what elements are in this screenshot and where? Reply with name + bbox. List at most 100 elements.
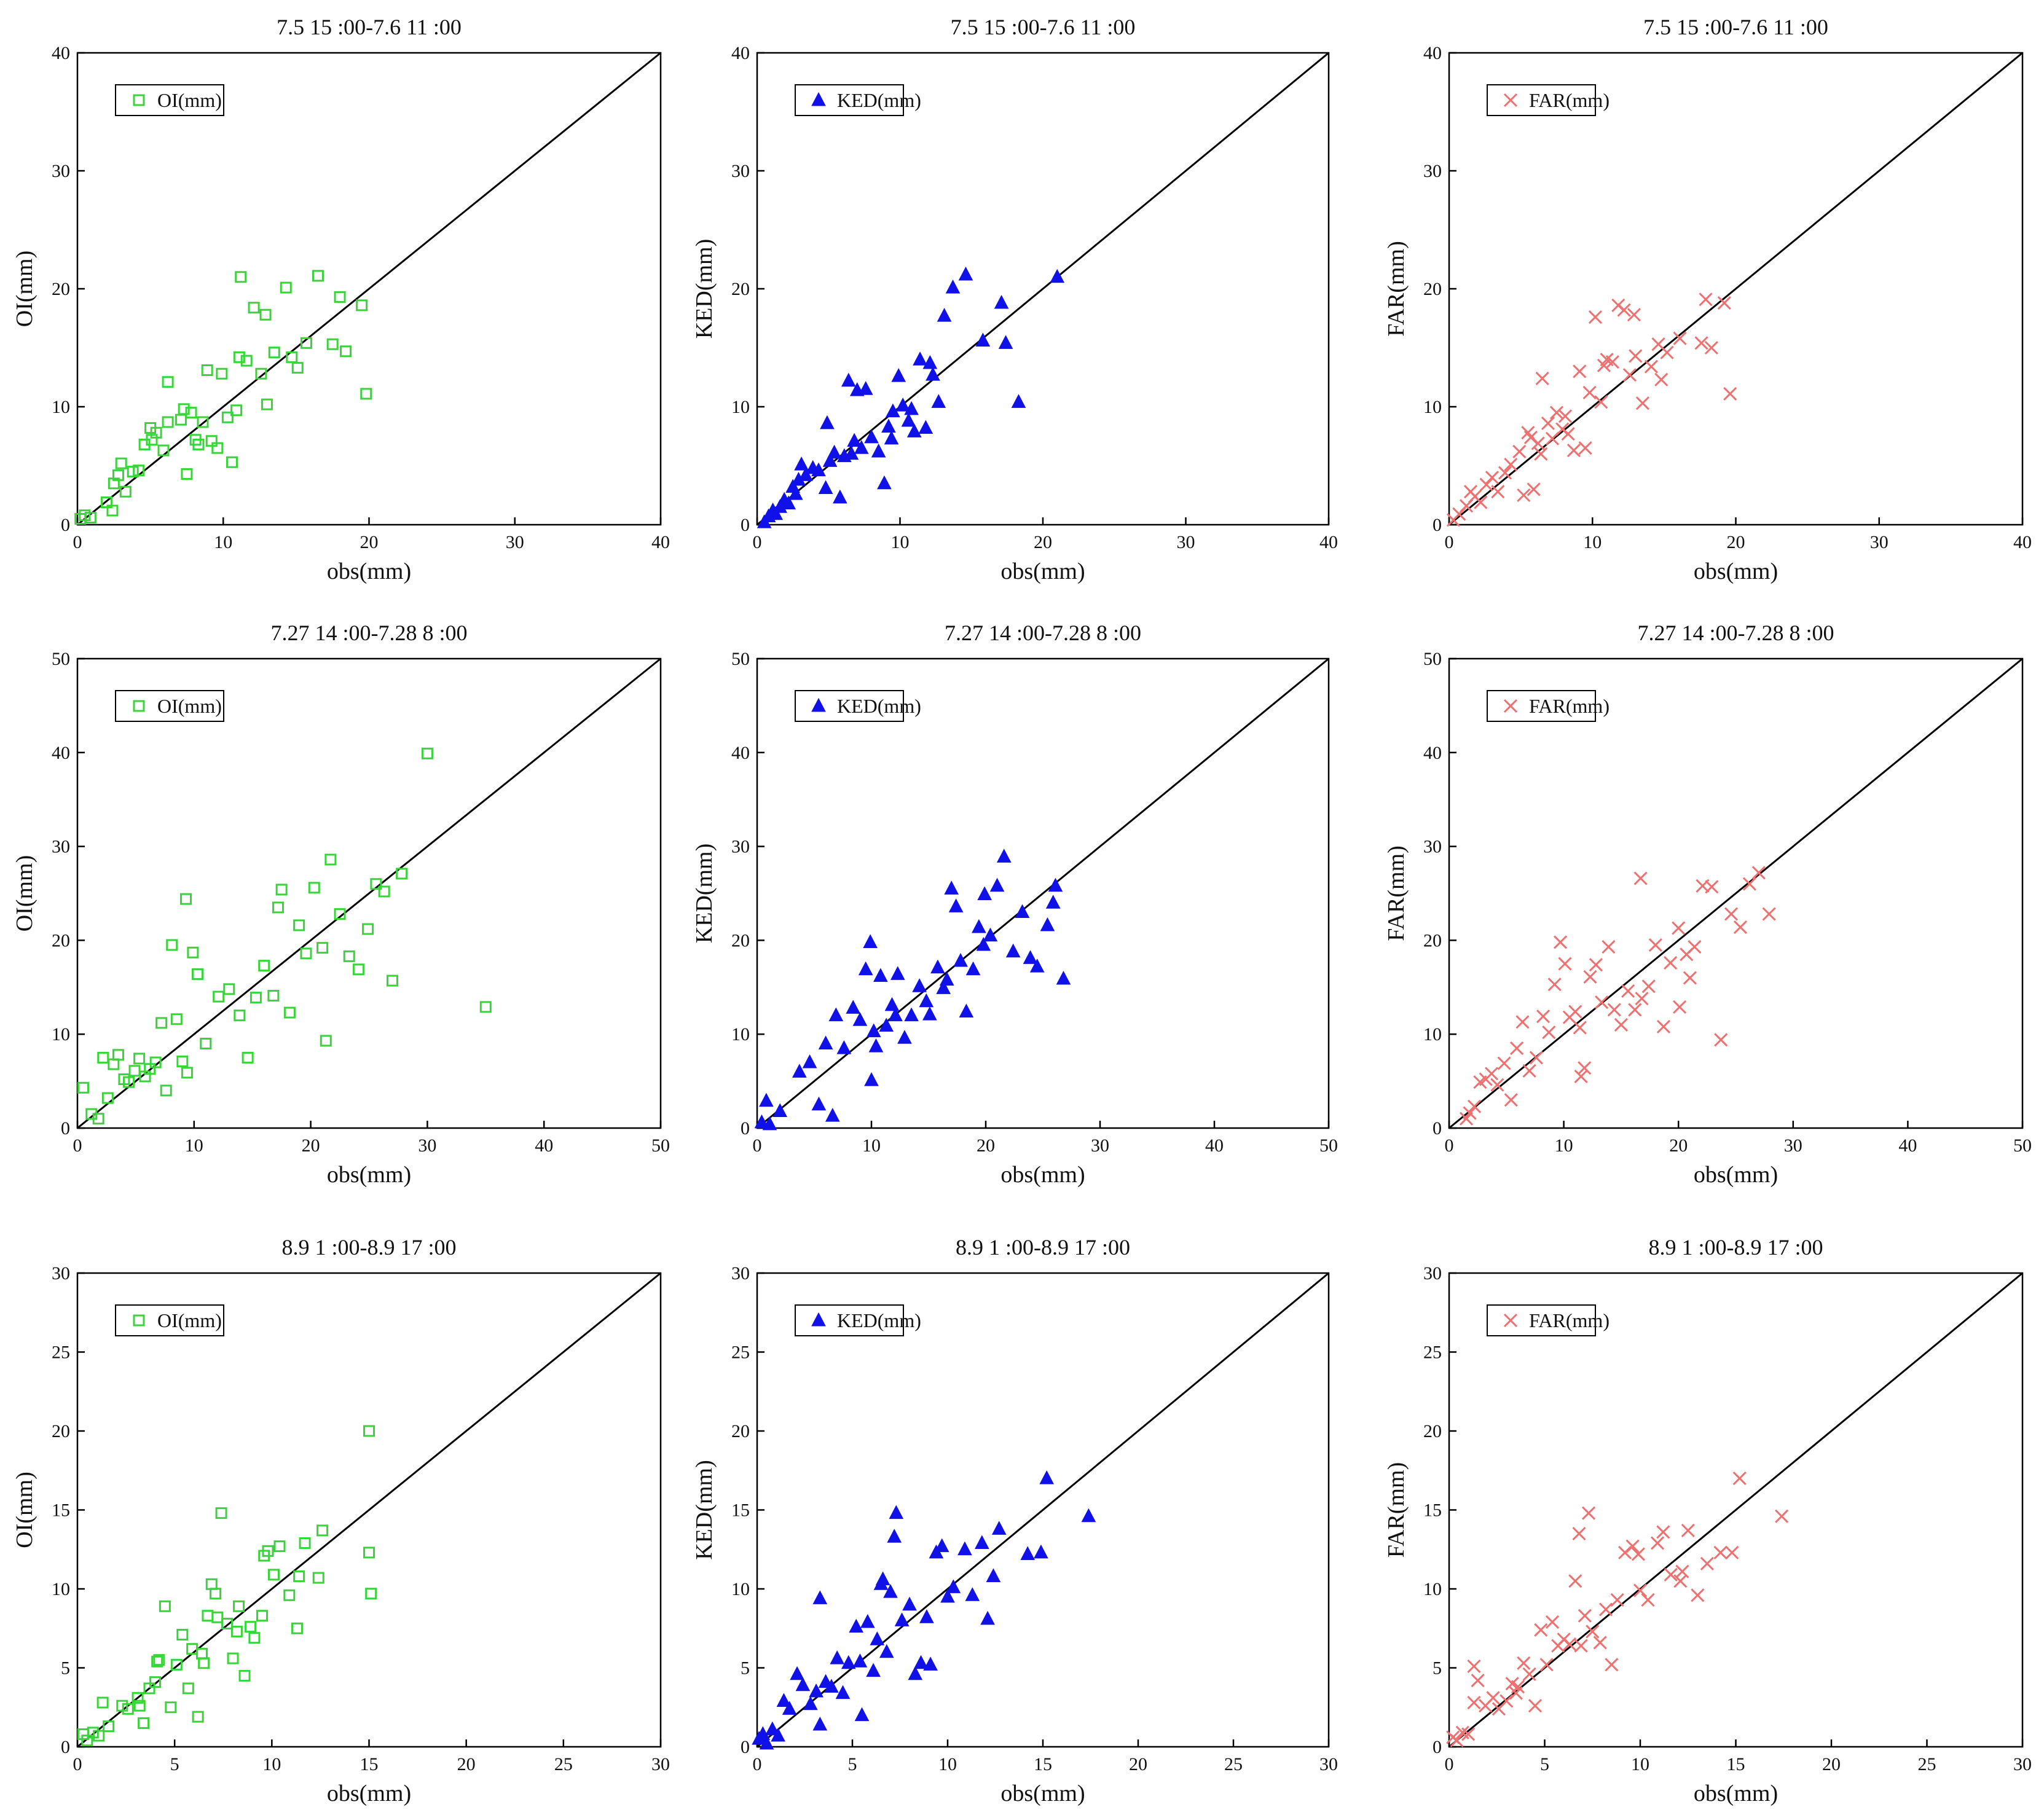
- y-tick-label: 5: [61, 1658, 70, 1679]
- x-tick-label: 0: [1445, 1135, 1454, 1156]
- y-tick-label: 5: [741, 1658, 750, 1679]
- y-tick-label: 30: [52, 161, 70, 181]
- data-point: [1463, 1106, 1477, 1120]
- chart-title: 7.5 15 :00-7.6 11 :00: [1643, 15, 1828, 39]
- data-series: [77, 1425, 377, 1747]
- data-point: [939, 971, 954, 986]
- y-axis-label: KED(mm): [691, 239, 717, 339]
- x-axis-label: obs(mm): [1694, 1162, 1778, 1188]
- data-point: [191, 968, 203, 980]
- x-tick-label: 30: [1177, 532, 1195, 552]
- data-point: [1573, 364, 1587, 378]
- data-point: [396, 868, 408, 880]
- data-point: [1509, 1686, 1523, 1700]
- y-tick-label: 0: [741, 515, 750, 535]
- data-point: [812, 1590, 828, 1604]
- x-tick-label: 40: [535, 1135, 553, 1156]
- data-point: [762, 1116, 777, 1131]
- data-point: [234, 1009, 246, 1022]
- data-point: [1629, 349, 1643, 363]
- data-point: [1081, 1508, 1096, 1523]
- data-point: [211, 442, 224, 454]
- data-point: [175, 414, 187, 426]
- data-point: [852, 1653, 868, 1668]
- data-point: [1486, 1691, 1500, 1705]
- data-point: [1762, 907, 1776, 921]
- data-point: [267, 1569, 280, 1581]
- data-point: [1705, 880, 1719, 894]
- data-point: [97, 1051, 109, 1064]
- chart-title: 7.27 14 :00-7.28 8 :00: [1638, 621, 1834, 645]
- data-point: [1484, 1067, 1499, 1081]
- y-tick-label: 0: [741, 1118, 750, 1139]
- data-point: [308, 882, 320, 894]
- data-point: [300, 947, 312, 960]
- data-point: [1461, 1727, 1476, 1741]
- data-point: [165, 1701, 177, 1714]
- y-tick-label: 15: [731, 1500, 750, 1521]
- data-point: [1490, 1078, 1504, 1092]
- data-point: [877, 475, 892, 490]
- data-point: [1467, 1659, 1481, 1673]
- legend-box: [795, 1304, 904, 1336]
- data-point: [754, 1114, 769, 1129]
- x-tick-label: 20: [1034, 532, 1052, 552]
- y-tick-label: 0: [61, 1118, 70, 1139]
- legend: OI(mm): [115, 1304, 224, 1336]
- y-axis-label: OI(mm): [12, 855, 37, 932]
- data-point: [312, 1572, 324, 1584]
- data-point: [1048, 877, 1063, 892]
- y-tick-label: 40: [731, 43, 750, 63]
- data-point: [1504, 1093, 1518, 1107]
- data-point: [291, 1622, 303, 1634]
- data-point: [772, 1103, 788, 1117]
- data-point: [835, 1685, 851, 1699]
- data-point: [106, 504, 119, 517]
- x-tick-label: 25: [1224, 1754, 1243, 1774]
- x-tick-label: 0: [73, 532, 82, 552]
- data-point: [1549, 406, 1564, 420]
- y-tick-label: 5: [1433, 1658, 1442, 1679]
- x-tick-label: 20: [1129, 1754, 1147, 1774]
- data-point: [820, 415, 835, 429]
- data-point: [1517, 1656, 1531, 1670]
- data-point: [827, 444, 842, 459]
- data-point: [824, 1679, 839, 1693]
- data-point: [897, 1030, 912, 1044]
- data-point: [293, 919, 305, 931]
- data-point: [913, 351, 927, 366]
- data-point: [1517, 488, 1531, 503]
- x-tick-label: 15: [1034, 1754, 1052, 1774]
- x-tick-label: 40: [1898, 1135, 1917, 1156]
- data-point: [162, 416, 174, 428]
- data-point: [1522, 1064, 1536, 1078]
- x-tick-label: 25: [1918, 1754, 1936, 1774]
- data-point: [1583, 970, 1597, 984]
- data-point: [1664, 956, 1678, 970]
- data-point: [1598, 1602, 1613, 1617]
- data-point: [864, 429, 879, 444]
- y-tick-label: 10: [1423, 1579, 1442, 1599]
- data-point: [858, 961, 873, 976]
- data-point: [1699, 292, 1713, 307]
- data-point: [1713, 1545, 1728, 1559]
- y-tick-label: 0: [1433, 1118, 1442, 1139]
- y-tick-label: 25: [52, 1343, 70, 1363]
- chart-title: 8.9 1 :00-8.9 17 :00: [1649, 1235, 1823, 1260]
- y-tick-label: 10: [731, 397, 750, 417]
- data-point: [1775, 1509, 1789, 1523]
- chart-panel-9: 8.9 1 :00-8.9 17 :00 00 5 5 10 10 15 15 20 20 25 25…: [1383, 1235, 2032, 1806]
- data-point: [1586, 1625, 1600, 1639]
- data-point: [267, 990, 280, 1002]
- data-point: [944, 880, 959, 895]
- data-series: [754, 849, 1071, 1131]
- chart-panel-7: 8.9 1 :00-8.9 17 :00 00 5 5 10 10 15 15 20 20 25 25…: [12, 1235, 670, 1806]
- data-point: [356, 299, 368, 312]
- data-point: [1034, 1544, 1048, 1559]
- data-point: [930, 959, 945, 974]
- x-tick-label: 20: [457, 1754, 476, 1774]
- data-point: [972, 919, 986, 933]
- data-point: [150, 426, 162, 439]
- data-point: [362, 923, 374, 935]
